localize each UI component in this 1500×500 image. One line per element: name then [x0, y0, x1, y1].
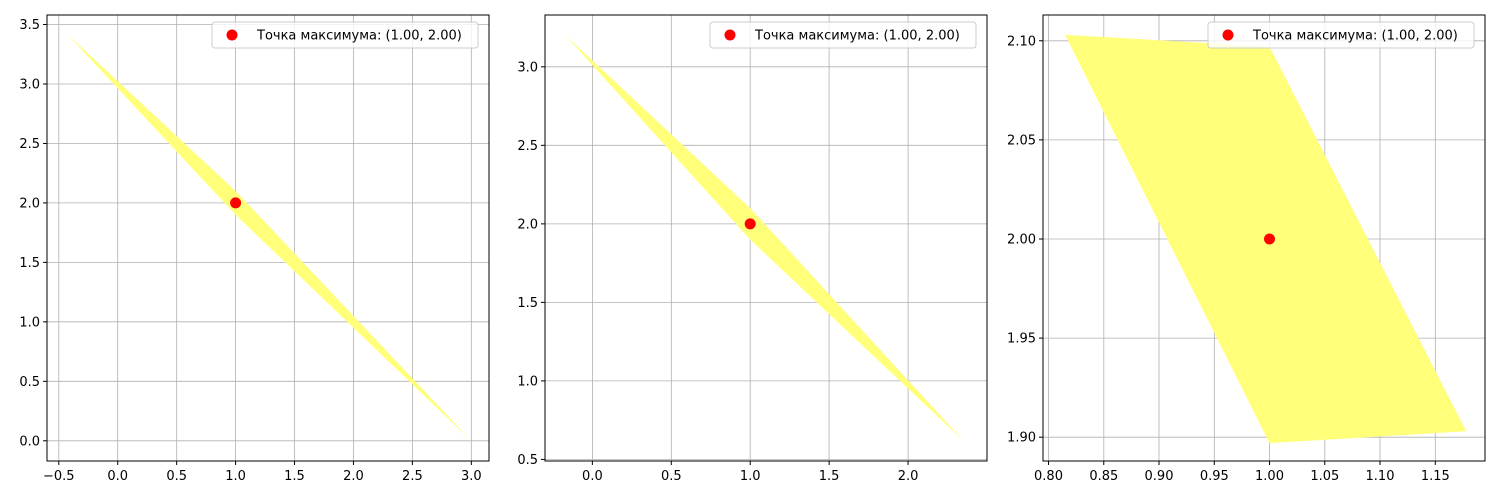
x-tick-label: 0.95 — [1200, 469, 1229, 484]
y-tick-label: 0.0 — [19, 434, 40, 449]
x-tick-label: 3.0 — [461, 469, 482, 484]
x-tick-label: 2.0 — [343, 469, 364, 484]
maximum-point-marker — [230, 197, 242, 209]
y-tick-label: 2.5 — [517, 139, 538, 154]
legend-label: Точка максимума: (1.00, 2.00) — [754, 29, 960, 44]
axes-frame — [1042, 14, 1486, 462]
legend-box — [709, 21, 977, 49]
x-tick-label: 1.15 — [1421, 469, 1450, 484]
maximum-point-marker — [1264, 233, 1275, 245]
x-tick-label: −0.5 — [43, 469, 75, 484]
legend-label: Точка максимума: (1.00, 2.00) — [256, 29, 462, 44]
y-tick-label: 1.0 — [517, 374, 538, 389]
x-tick-label: 0.0 — [107, 469, 128, 484]
x-tick-label: 1.0 — [740, 469, 761, 484]
y-tick-label: 2.10 — [1007, 34, 1036, 49]
legend-box — [1207, 21, 1475, 49]
y-tick-label: 2.0 — [517, 217, 538, 232]
y-tick-label: 3.5 — [19, 18, 40, 33]
subplot-2: 0.0 0.5 1.0 1.5 2.0 0.5 1.0 1.5 2.0 2.5 3.0 Точка м… — [517, 14, 988, 484]
x-tick-label: 1.10 — [1366, 469, 1395, 484]
x-tick-label: 1.05 — [1310, 469, 1339, 484]
y-tick-label: 2.00 — [1007, 233, 1036, 248]
legend-marker — [226, 29, 238, 41]
y-tick-label: 1.5 — [517, 296, 538, 311]
y-tick-label: 3.0 — [517, 60, 538, 75]
feasible-region — [565, 35, 964, 441]
y-tick-label: 0.5 — [19, 375, 40, 390]
legend-box — [211, 21, 479, 49]
x-tick-label: 0.80 — [1034, 469, 1063, 484]
y-tick-label: 2.05 — [1007, 133, 1036, 148]
axes-frame — [544, 14, 988, 462]
x-tick-label: 1.5 — [284, 469, 305, 484]
subplot-1: −0.5 0.0 0.5 1.0 1.5 2.0 2.5 3.0 0.0 0.5 1.0 1.5 2.0… — [19, 14, 490, 484]
x-tick-label: 0.90 — [1145, 469, 1174, 484]
legend-marker — [724, 29, 736, 41]
y-tick-label: 1.90 — [1007, 431, 1036, 446]
feasible-region — [67, 34, 472, 441]
y-tick-label: 1.5 — [19, 256, 40, 271]
x-tick-label: 2.5 — [402, 469, 423, 484]
x-tick-label: 1.5 — [819, 469, 840, 484]
y-tick-label: 1.95 — [1007, 332, 1036, 347]
x-tick-label: 1.00 — [1255, 469, 1284, 484]
legend: Точка максимума: (1.00, 2.00) — [1207, 21, 1475, 49]
y-tick-label: 2.5 — [19, 137, 40, 152]
axes-frame — [46, 14, 490, 462]
x-tick-label: 0.85 — [1089, 469, 1118, 484]
x-tick-label: 1.0 — [225, 469, 246, 484]
y-tick-label: 1.0 — [19, 315, 40, 330]
subplot-3: 0.80 0.85 0.90 0.95 1.00 1.05 1.10 1.15 1.90 1.95… — [1007, 14, 1486, 484]
y-tick-label: 2.0 — [19, 196, 40, 211]
maximum-point-marker — [744, 218, 756, 230]
legend: Точка максимума: (1.00, 2.00) — [211, 21, 479, 49]
y-tick-label: 0.5 — [517, 453, 538, 468]
legend: Точка максимума: (1.00, 2.00) — [709, 21, 977, 49]
x-tick-label: 0.5 — [661, 469, 682, 484]
legend-label: Точка максимума: (1.00, 2.00) — [1252, 29, 1458, 44]
x-tick-label: 0.0 — [582, 469, 603, 484]
y-tick-label: 3.0 — [19, 78, 40, 93]
legend-marker — [1222, 29, 1234, 41]
x-tick-label: 2.0 — [898, 469, 919, 484]
x-tick-label: 0.5 — [166, 469, 187, 484]
